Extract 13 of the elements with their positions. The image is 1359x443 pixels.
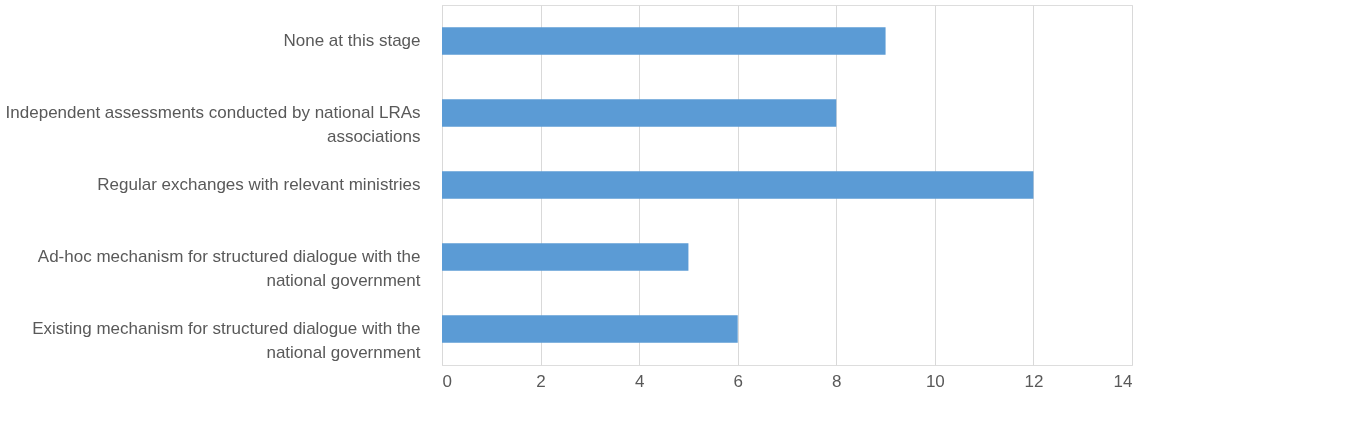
x-tick-label: 8	[832, 371, 842, 391]
x-tick-label: 10	[925, 371, 945, 391]
y-tick-label: Independent assessments conducted by national LRAs associations	[5, 103, 421, 146]
x-tick-label: 0	[442, 371, 452, 391]
x-tick-label: 12	[1024, 371, 1044, 391]
x-tick-label: 4	[634, 371, 645, 391]
y-tick-label: Ad-hoc mechanism for structured dialogue with the national government	[37, 247, 421, 290]
y-tick-label: Existing mechanism for structured dialogue with the national government	[32, 319, 421, 362]
x-tick-label: 2	[536, 371, 546, 391]
y-tick-label: None at this stage	[283, 31, 421, 50]
y-tick-label: Regular exchanges with relevant ministries	[97, 175, 421, 194]
x-tick-label: 6	[733, 371, 743, 391]
x-tick-label: 14	[1113, 371, 1133, 391]
